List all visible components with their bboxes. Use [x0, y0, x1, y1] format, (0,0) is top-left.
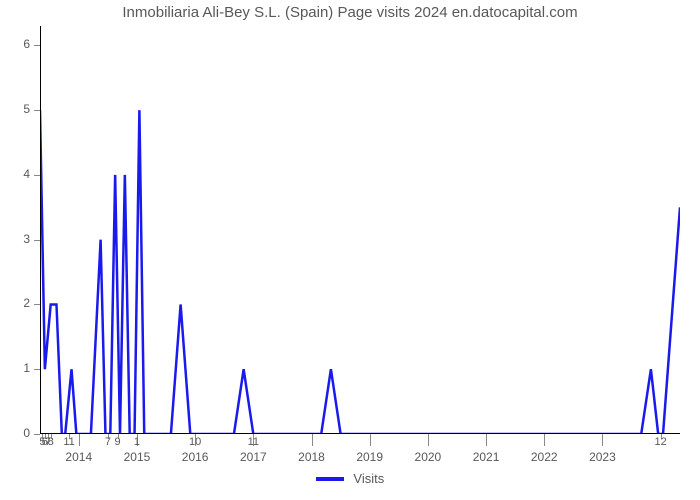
y-tick-label: 6	[10, 37, 30, 51]
x-year-tick	[486, 434, 487, 446]
y-axis-line	[40, 26, 41, 434]
y-tick-label: 4	[10, 167, 30, 181]
y-tick-label: 5	[10, 102, 30, 116]
legend-label: Visits	[353, 471, 384, 486]
x-year-label: 2015	[124, 450, 151, 464]
y-tick	[34, 369, 40, 370]
line-series	[40, 26, 680, 434]
chart-title: Inmobiliaria Ali-Bey S.L. (Spain) Page v…	[0, 4, 700, 21]
x-year-label: 2022	[531, 450, 558, 464]
y-tick	[34, 434, 40, 435]
x-year-tick	[312, 434, 313, 446]
x-year-tick	[602, 434, 603, 446]
x-month-label: 10	[189, 436, 201, 448]
x-month-label: 11	[63, 436, 74, 448]
x-month-label: 12	[654, 436, 666, 448]
x-year-label: 2020	[415, 450, 442, 464]
y-tick	[34, 45, 40, 46]
y-tick	[34, 175, 40, 176]
x-year-tick	[370, 434, 371, 446]
y-tick-label: 3	[10, 232, 30, 246]
x-year-tick	[428, 434, 429, 446]
x-year-label: 2021	[473, 450, 500, 464]
y-tick	[34, 304, 40, 305]
legend-swatch	[316, 477, 344, 481]
x-year-label: 2019	[356, 450, 383, 464]
x-month-label: 9	[115, 436, 121, 448]
x-month-label: 1	[134, 436, 140, 448]
x-month-label: 7	[105, 436, 111, 448]
y-tick-label: 2	[10, 296, 30, 310]
chart-container: Inmobiliaria Ali-Bey S.L. (Spain) Page v…	[0, 0, 700, 500]
x-year-tick	[79, 434, 80, 446]
x-year-label: 2017	[240, 450, 267, 464]
y-tick	[34, 240, 40, 241]
y-tick-label: 0	[10, 426, 30, 440]
y-tick-label: 1	[10, 361, 30, 375]
x-year-label: 2023	[589, 450, 616, 464]
x-year-tick	[544, 434, 545, 446]
plot-area: 0123456201420152016201720182019202020212…	[40, 26, 680, 434]
x-month-label: 11	[248, 436, 259, 448]
x-year-label: 2018	[298, 450, 325, 464]
x-year-label: 2016	[182, 450, 209, 464]
x-year-label: 2014	[65, 450, 92, 464]
y-tick	[34, 110, 40, 111]
x-month-label: 8	[48, 436, 54, 448]
legend: Visits	[0, 470, 700, 486]
